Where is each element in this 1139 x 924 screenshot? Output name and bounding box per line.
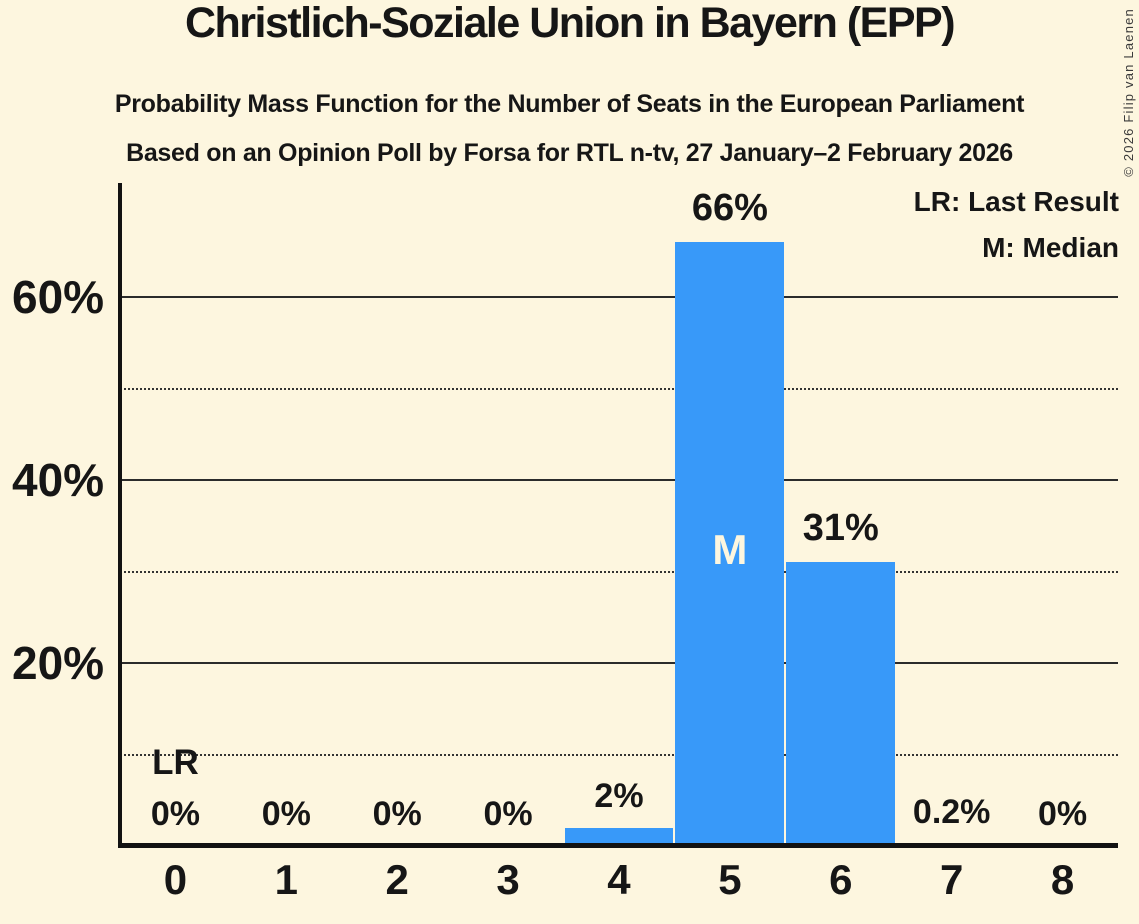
legend-last-result: LR: Last Result	[913, 186, 1119, 217]
median-marker: M	[712, 526, 748, 573]
x-axis-tick-label: 0	[163, 856, 188, 903]
x-axis-tick-label: 6	[829, 856, 853, 903]
y-axis-tick-label: 20%	[12, 637, 105, 689]
y-axis-tick-label: 40%	[12, 454, 105, 506]
chart-subtitle: Probability Mass Function for the Number…	[114, 90, 1025, 118]
x-axis-tick-label: 4	[607, 856, 631, 903]
x-axis-tick-label: 5	[718, 856, 742, 903]
page-title: Christlich-Soziale Union in Bayern (EPP)	[184, 0, 956, 47]
minor-gridline	[120, 753, 1118, 756]
bar	[675, 242, 785, 846]
bar-value-label: 0.2%	[912, 793, 991, 832]
bar	[564, 827, 674, 846]
x-axis-tick-label: 2	[385, 856, 409, 903]
bar-value-label: 0%	[483, 795, 533, 833]
bar-value-label: 0%	[150, 795, 200, 833]
x-axis-line	[118, 843, 1118, 848]
bar-value-label: 31%	[802, 507, 879, 550]
bar	[786, 562, 896, 846]
bar-value-label: 2%	[594, 776, 644, 815]
minor-gridline	[120, 570, 1118, 573]
x-axis-tick-label: 3	[496, 856, 520, 903]
major-gridline	[120, 662, 1118, 664]
major-gridline	[120, 479, 1118, 481]
x-axis-tick-label: 7	[939, 856, 964, 903]
bar-value-label: 66%	[691, 187, 768, 230]
major-gridline	[120, 296, 1118, 298]
y-axis-tick-label: 60%	[12, 271, 105, 323]
bar-value-label: 0%	[1037, 795, 1088, 833]
copyright-notice: © 2026 Filip van Laenen	[1121, 8, 1136, 177]
x-axis-tick-label: 8	[1050, 856, 1075, 903]
y-axis-line	[118, 183, 122, 848]
legend-median: M: Median	[982, 232, 1119, 263]
bar-value-label: 0%	[372, 795, 422, 833]
last-result-marker: LR	[152, 743, 199, 782]
chart-source-line: Based on an Opinion Poll by Forsa for RT…	[126, 139, 1013, 167]
bar-value-label: 0%	[261, 795, 311, 833]
minor-gridline	[120, 387, 1118, 390]
x-axis-tick-label: 1	[274, 856, 298, 903]
